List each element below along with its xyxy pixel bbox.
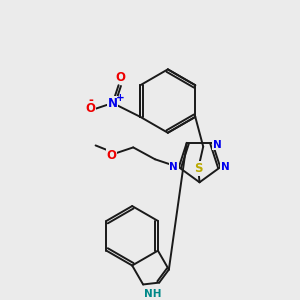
Text: O: O — [116, 71, 126, 84]
Text: N: N — [169, 162, 178, 172]
Text: O: O — [106, 149, 116, 162]
Text: S: S — [194, 162, 202, 175]
Text: N: N — [108, 97, 118, 110]
Text: O: O — [86, 103, 96, 116]
Text: -: - — [88, 94, 93, 106]
Text: N: N — [221, 162, 230, 172]
Text: NH: NH — [144, 290, 162, 299]
Text: +: + — [116, 93, 125, 103]
Text: N: N — [213, 140, 222, 150]
